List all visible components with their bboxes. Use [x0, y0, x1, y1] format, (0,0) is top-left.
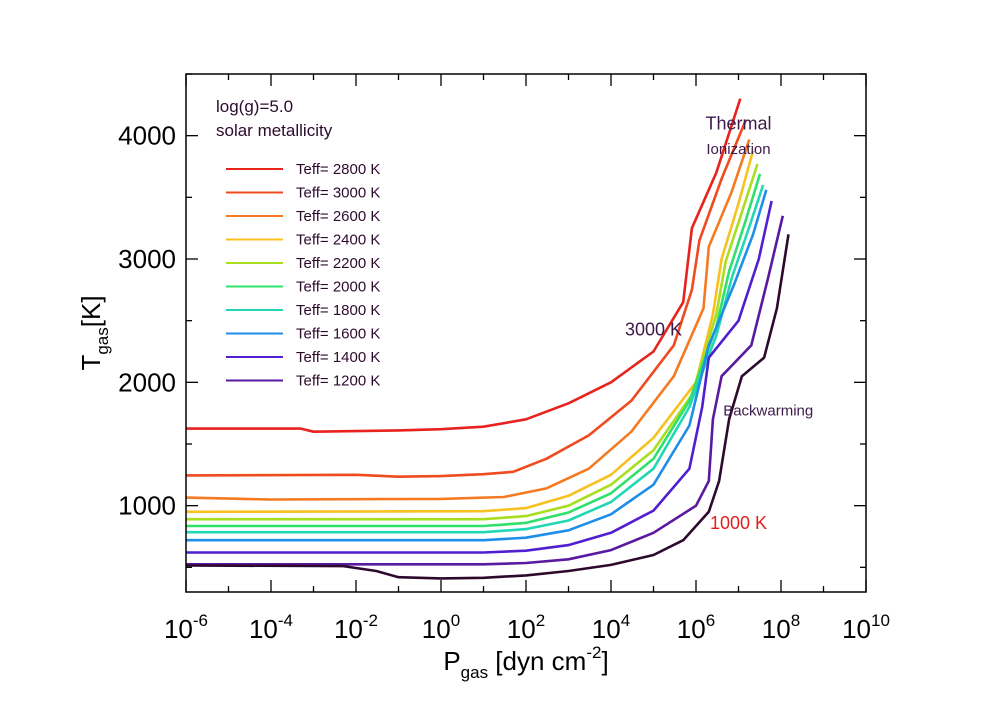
x-tick-label: 104: [592, 611, 630, 644]
x-tick-label: 100: [422, 611, 460, 644]
y-tick-label: 4000: [118, 121, 176, 151]
series-line-7: [186, 189, 768, 542]
legend-label: Teff= 3000 K: [296, 185, 380, 202]
legend-label: Teff= 2800 K: [296, 161, 380, 178]
series-line-2: [185, 138, 751, 501]
x-tick-label: 10-2: [334, 611, 378, 644]
annotation-label: Backwarming: [723, 403, 813, 420]
y-axis-title: Tgas[K]: [76, 295, 112, 370]
ticks-layer: 10-6 10-4 10-2 100 102 104 106 108 1010 1000 2000 3…: [118, 73, 890, 644]
legend-label: Teff= 1600 K: [296, 326, 380, 343]
series-line-6: [186, 184, 765, 534]
legend-label: Teff= 2200 K: [296, 255, 380, 272]
series-line-9: [186, 215, 785, 566]
legend: log(g)=5.0 solar metallicity Teff= 2800 K T…: [216, 97, 380, 390]
series-line-1: [185, 119, 748, 478]
x-tick-label: 106: [677, 611, 715, 644]
x-tick-label: 102: [507, 611, 545, 644]
legend-label: Teff= 1200 K: [296, 373, 380, 390]
series-line-10: [185, 234, 790, 580]
legend-label: Teff= 2600 K: [296, 208, 380, 225]
series-line-0: [186, 98, 742, 433]
legend-header-line: solar metallicity: [216, 121, 333, 140]
legend-label: Teff= 1400 K: [296, 349, 380, 366]
series-line-8: [186, 200, 773, 554]
legend-label: Teff= 1800 K: [296, 302, 380, 319]
series-line-3: [185, 150, 755, 514]
y-tick-label: 1000: [118, 491, 176, 521]
y-tick-label: 3000: [118, 244, 176, 274]
x-tick-label: 1010: [842, 611, 890, 644]
series-line-4: [186, 163, 759, 521]
annotation-label: Ionization: [706, 141, 770, 158]
series-layer: [185, 98, 790, 580]
legend-label: Teff= 2400 K: [296, 232, 380, 249]
legend-header-line: log(g)=5.0: [216, 97, 293, 116]
x-tick-label: 10-4: [249, 611, 293, 644]
x-axis-title: Pgas [dyn cm-2]: [443, 643, 608, 682]
annotation-label: 3000 K: [625, 319, 682, 339]
x-tick-label: 108: [762, 611, 800, 644]
series-line-5: [186, 173, 762, 528]
legend-label: Teff= 2000 K: [296, 279, 380, 296]
x-tick-label: 10-6: [164, 611, 208, 644]
annotation-label: Thermal: [705, 114, 771, 134]
y-tick-label: 2000: [118, 367, 176, 397]
annotations: Thermal Ionization 3000 K Backwarming 1000 K: [625, 114, 813, 534]
annotation-label: 1000 K: [710, 513, 767, 533]
